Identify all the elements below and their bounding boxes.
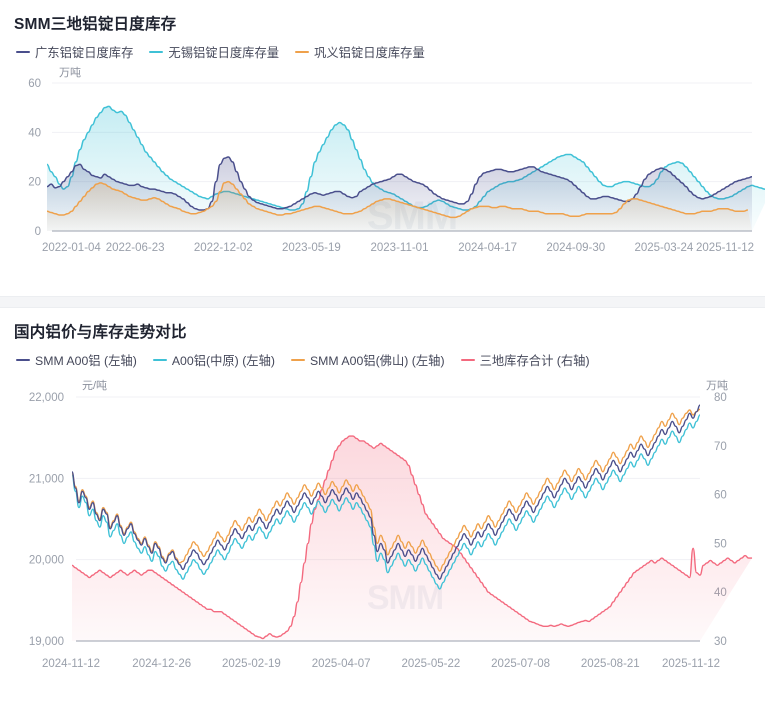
svg-text:2022-06-23: 2022-06-23 — [106, 242, 165, 254]
legend-bottom: SMM A00铝 (左轴) A00铝(中原) (左轴) SMM A00铝(佛山)… — [0, 342, 765, 369]
legend-top: 广东铝锭日度库存 无锡铝锭日度库存量 巩义铝锭日度库存量 — [0, 34, 765, 61]
inventory-chart-panel: SMM三地铝锭日度库存 广东铝锭日度库存 无锡铝锭日度库存量 巩义铝锭日度库存量… — [0, 0, 765, 296]
svg-text:2025-08-21: 2025-08-21 — [581, 658, 640, 670]
svg-text:2023-11-01: 2023-11-01 — [371, 242, 429, 254]
svg-text:2024-09-30: 2024-09-30 — [546, 242, 605, 254]
legend-color-swatch — [290, 358, 305, 362]
svg-text:20: 20 — [28, 177, 41, 189]
legend-item-label: SMM A00铝 (左轴) — [35, 354, 137, 368]
legend-item-label: A00铝(中原) (左轴) — [171, 354, 275, 368]
svg-text:20,000: 20,000 — [29, 555, 64, 567]
inventory-chart[interactable]: 万吨0204060SMM2022-01-042022-06-232022-12-… — [0, 61, 765, 271]
svg-text:2025-03-24: 2025-03-24 — [634, 242, 693, 254]
legend-item-guangdong[interactable]: 广东铝锭日度库存 — [16, 43, 133, 61]
section-title: 国内铝价与库存走势对比 — [14, 324, 187, 341]
legend-color-swatch — [16, 50, 30, 54]
legend-color-swatch — [149, 50, 164, 54]
svg-text:2025-11-12: 2025-11-12 — [662, 658, 720, 670]
legend-item-label: 巩义铝锭日度库存量 — [314, 46, 425, 60]
svg-text:2025-11-12: 2025-11-12 — [696, 242, 754, 254]
legend-item-gongyi[interactable]: 巩义铝锭日度库存量 — [295, 43, 425, 61]
svg-text:60: 60 — [28, 78, 41, 90]
price-inventory-chart[interactable]: 元/吨万吨19,00020,00021,00022,00030405060708… — [0, 369, 765, 687]
svg-text:元/吨: 元/吨 — [82, 379, 107, 392]
svg-text:2025-02-19: 2025-02-19 — [222, 658, 281, 670]
svg-text:2025-07-08: 2025-07-08 — [491, 658, 550, 670]
inventory-chart-svg[interactable]: 万吨0204060SMM2022-01-042022-06-232022-12-… — [0, 61, 765, 271]
svg-text:2025-05-22: 2025-05-22 — [401, 658, 460, 670]
svg-text:2025-04-07: 2025-04-07 — [312, 658, 371, 670]
legend-item-label: 广东铝锭日度库存 — [35, 46, 134, 60]
svg-text:0: 0 — [35, 226, 41, 238]
legend-item-a00-foshan[interactable]: SMM A00铝(佛山) (左轴) — [290, 351, 445, 369]
page-title: SMM三地铝锭日度库存 — [14, 16, 177, 33]
svg-text:2024-12-26: 2024-12-26 — [132, 658, 191, 670]
price-inventory-chart-panel: 国内铝价与库存走势对比 SMM A00铝 (左轴) A00铝(中原) (左轴) … — [0, 308, 765, 706]
panel-divider — [0, 296, 765, 308]
legend-item-label: 三地库存合计 (右轴) — [479, 354, 590, 368]
svg-text:2024-11-12: 2024-11-12 — [42, 658, 100, 670]
svg-text:2022-12-02: 2022-12-02 — [194, 242, 253, 254]
svg-text:21,000: 21,000 — [29, 473, 64, 485]
legend-item-smm-a00[interactable]: SMM A00铝 (左轴) — [16, 351, 137, 369]
svg-text:70: 70 — [714, 441, 727, 453]
svg-text:万吨: 万吨 — [706, 379, 728, 392]
legend-color-swatch — [295, 50, 310, 54]
legend-color-swatch — [152, 358, 167, 362]
svg-text:2022-01-04: 2022-01-04 — [42, 242, 101, 254]
legend-item-total-inventory[interactable]: 三地库存合计 (右轴) — [460, 351, 590, 369]
svg-text:2024-04-17: 2024-04-17 — [458, 242, 517, 254]
svg-text:30: 30 — [714, 636, 727, 648]
legend-item-label: 无锡铝锭日度库存量 — [168, 46, 280, 60]
legend-item-wuxi[interactable]: 无锡铝锭日度库存量 — [149, 43, 279, 61]
svg-text:80: 80 — [714, 392, 727, 404]
svg-text:2023-05-19: 2023-05-19 — [282, 242, 341, 254]
legend-item-a00-zhongyuan[interactable]: A00铝(中原) (左轴) — [152, 351, 275, 369]
legend-item-label: SMM A00铝(佛山) (左轴) — [309, 354, 445, 368]
svg-text:万吨: 万吨 — [59, 66, 81, 79]
svg-text:60: 60 — [714, 490, 727, 502]
svg-text:40: 40 — [28, 127, 41, 139]
price-inventory-chart-svg[interactable]: 元/吨万吨19,00020,00021,00022,00030405060708… — [0, 369, 765, 687]
legend-color-swatch — [16, 358, 30, 362]
svg-text:50: 50 — [714, 538, 727, 550]
legend-color-swatch — [460, 358, 475, 362]
svg-text:19,000: 19,000 — [29, 636, 64, 648]
svg-text:22,000: 22,000 — [29, 392, 64, 404]
